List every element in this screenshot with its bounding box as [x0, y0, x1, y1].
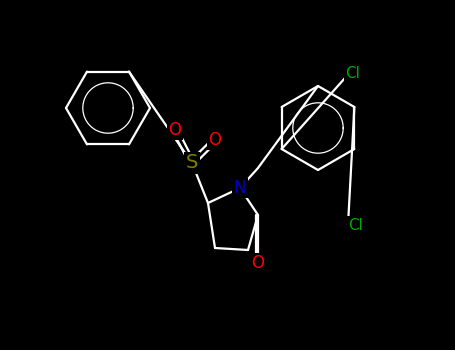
Text: Cl: Cl	[345, 66, 360, 82]
Text: N: N	[234, 179, 246, 197]
Text: S: S	[186, 154, 198, 173]
Text: O: O	[252, 254, 264, 272]
Text: Cl: Cl	[349, 217, 364, 232]
Text: O: O	[208, 131, 222, 149]
Text: O: O	[168, 121, 182, 139]
